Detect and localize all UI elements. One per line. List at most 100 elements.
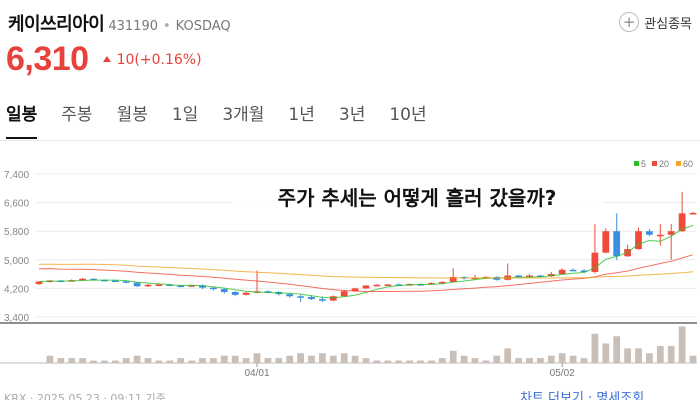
overlay-caption-bg [231,182,603,214]
volume-bar [537,358,544,363]
candle-body [319,299,326,301]
volume-bar [656,345,664,363]
tab-daily[interactable]: 일봉 [6,100,38,139]
y-tick-label: 7,400 [4,170,29,181]
tab-3month[interactable]: 3개월 [222,105,265,125]
candle-body [329,296,337,301]
candle-body [569,269,577,272]
candle-body [602,231,610,253]
volume-bar [329,355,337,363]
volume-bar [438,358,446,363]
volume-bar [275,358,283,363]
data-source: KRX · 2025.05.23 · 09:11 기준 [4,392,166,400]
volume-bar [635,348,642,363]
volume-bar [373,360,381,363]
volume-bar [351,355,359,363]
tab-monthly[interactable]: 월봉 [116,105,148,125]
change-value: 10(+0.16%) [116,51,202,68]
candle-body [526,275,533,278]
volume-bar [155,360,163,363]
volume-bar [362,358,370,363]
candle-body [242,292,250,295]
volume-bar [449,350,457,363]
volume-bar [569,355,577,363]
candle-body [90,278,97,281]
volume-bar [166,360,174,363]
legend-swatch [676,161,681,166]
current-price: 6,310 [6,40,89,78]
volume-bar [471,358,479,363]
tab-10year[interactable]: 10년 [389,105,427,125]
volume-bar [122,358,130,363]
tab-1year[interactable]: 1년 [288,105,315,125]
y-tick-label: 3,400 [4,313,29,324]
stock-header: 케이쓰리아이 431190 • KOSDAQ [8,10,231,35]
favorite-label: 관심종목 [644,16,692,32]
volume-bar [493,355,501,363]
candle-body [656,234,664,237]
candle-body [613,231,621,257]
volume-bar [308,355,315,363]
plus-icon: + [619,12,640,32]
up-arrow-icon [102,55,111,62]
tab-weekly[interactable]: 주봉 [61,105,93,125]
candle-body [155,284,163,286]
volume-bar [79,358,86,363]
add-favorite-button[interactable]: + 관심종목 [619,12,692,32]
volume-bar [46,355,54,363]
volume-bar [602,343,610,363]
candle-body [537,275,544,278]
candle-body [231,291,239,295]
candle-body [35,281,43,285]
candle-body [678,213,686,232]
volume-bar [319,353,326,363]
ma-line-60 [38,263,694,279]
chart-links[interactable]: 차트 더보기 · 명세조회 [520,391,645,400]
legend-label: 5 [641,159,646,169]
volume-bar [188,360,195,363]
x-tick-label: 05/02 [550,368,575,379]
volume-bar [667,345,675,363]
volume-bar [482,360,490,363]
candle-body [449,276,457,282]
tabs-divider [0,140,700,141]
candle-body [111,280,119,283]
candle-body [210,287,217,290]
volume-bar [580,358,588,363]
candle-body [144,284,152,287]
volume-bar [57,358,65,363]
y-tick-label: 4,200 [4,284,29,295]
volume-bar [220,355,228,363]
candle-body [667,231,675,235]
volume-bar [111,360,119,363]
volume-bar [515,358,522,363]
candle-body [547,274,555,277]
volume-bar [504,348,512,363]
tab-3year[interactable]: 3년 [338,105,366,125]
volume-bar [591,333,599,363]
period-tabs: 일봉 주봉 월봉 1일 3개월 1년 3년 10년 [6,100,451,139]
volume-bar [417,360,424,363]
volume-bar [547,355,555,363]
candle-body [220,289,228,292]
volume-bar [384,360,392,363]
legend-swatch [634,161,639,166]
x-tick-label: 04/01 [244,368,269,379]
candle-body [591,252,599,272]
volume-bar [231,355,239,363]
tab-1day[interactable]: 1일 [171,105,199,125]
candle-body [438,281,446,284]
price-row: 6,310 10(+0.16%) [6,40,202,79]
stock-chart[interactable]: 7,400 6,600 5,800 5,000 4,200 3,400 5 20 60 04/01… [0,140,700,400]
candle-body [373,284,381,287]
volume-bar [624,348,631,363]
volume-bar [558,353,566,363]
candle-body [286,294,294,297]
stock-name: 케이쓰리아이 [8,14,105,35]
candle-body [188,285,195,287]
volume-bar [286,355,294,363]
y-tick-label: 5,000 [4,256,29,267]
candle-body [646,231,653,235]
volume-bar [460,355,468,363]
y-tick-label: 5,800 [4,227,29,238]
